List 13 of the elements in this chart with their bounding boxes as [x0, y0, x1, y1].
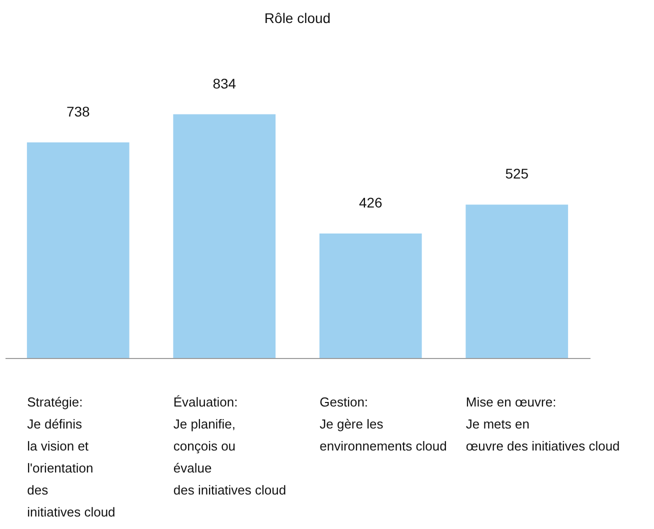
x-tick-label: Gestion: Je gère les environnements cloud	[320, 394, 447, 454]
data-label: 834	[212, 75, 236, 92]
bar	[466, 204, 568, 358]
x-tick-label: Mise en œuvre: Je mets en œuvre des initiatives cloud	[466, 394, 620, 454]
data-label: 525	[505, 166, 529, 182]
chart-title: Rôle cloud	[264, 10, 331, 26]
bar	[26, 142, 130, 358]
x-tick-label: Évaluation: Je planifie, conçois ou évalue des initiatives cloud	[173, 394, 286, 498]
x-tick-label: Stratégie: Je définis la vision et l'orientation des initiatives cloud	[27, 394, 116, 520]
bar	[319, 234, 422, 358]
data-label: 426	[358, 194, 383, 211]
bar	[173, 114, 276, 358]
data-label: 738	[66, 103, 90, 120]
